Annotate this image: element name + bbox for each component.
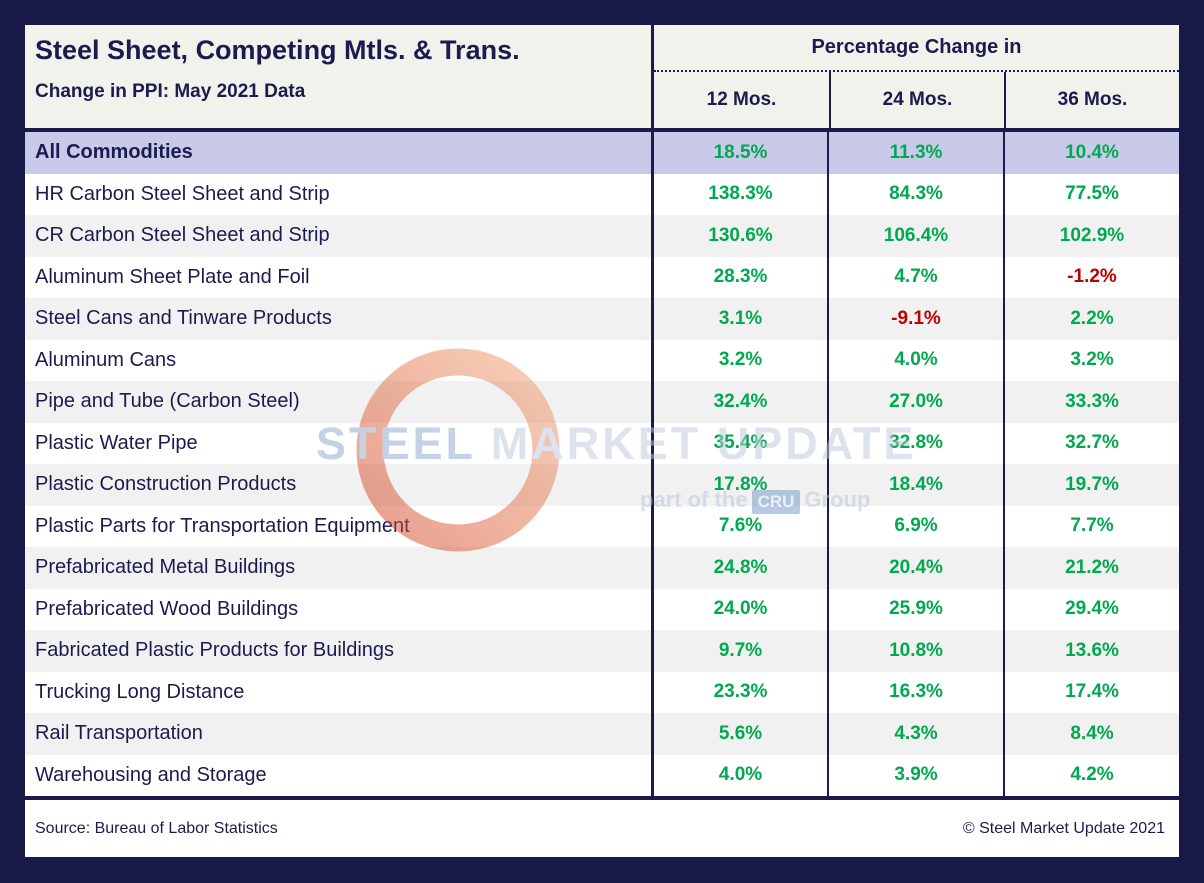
row-label: HR Carbon Steel Sheet and Strip [35,182,330,205]
row-label: Steel Cans and Tinware Products [35,307,332,330]
row-value: 13.6% [1003,630,1179,672]
row-value: 17.8% [651,464,827,506]
row-value: -1.2% [1003,256,1179,298]
percentage-header-region: Percentage Change in 12 Mos. 24 Mos. 36 … [651,25,1179,128]
table-row: Warehousing and Storage 4.0% 3.9% 4.2% [25,754,1179,796]
row-value: 3.9% [827,754,1003,796]
copyright-note: © Steel Market Update 2021 [962,819,1165,837]
row-label: Fabricated Plastic Products for Building… [35,639,395,662]
row-value: 19.7% [1003,464,1179,506]
column-header-24mos: 24 Mos. [829,72,1004,128]
row-label: Plastic Water Pipe [35,431,198,454]
row-value: 32.4% [651,381,827,423]
table-subtitle: Change in PPI: May 2021 Data [35,81,306,102]
row-value: 18.4% [827,464,1003,506]
row-value: 24.8% [651,547,827,589]
table-row: Aluminum Sheet Plate and Foil 28.3% 4.7% -1… [25,256,1179,298]
row-value: 23.3% [651,671,827,713]
row-value: 3.2% [651,339,827,381]
row-value: 4.0% [827,339,1003,381]
row-label: Pipe and Tube (Carbon Steel) [35,390,300,413]
row-value: 4.3% [827,713,1003,755]
table-body: All Commodities 18.5% 11.3% 10.4% HR Carbon … [25,132,1179,800]
table-row: Fabricated Plastic Products for Building… [25,630,1179,672]
row-label: Plastic Construction Products [35,473,297,496]
row-value: 17.4% [1003,671,1179,713]
row-value: -9.1% [827,298,1003,340]
table-row: Prefabricated Wood Buildings 24.0% 25.9% 29… [25,588,1179,630]
column-headers: 12 Mos. 24 Mos. 36 Mos. [654,72,1179,128]
row-value: 11.3% [827,132,1003,174]
table-row: Plastic Construction Products 17.8% 18.4% 1… [25,464,1179,506]
row-value: 16.3% [827,671,1003,713]
table-row: Aluminum Cans 3.2% 4.0% 3.2% [25,339,1179,381]
row-label: CR Carbon Steel Sheet and Strip [35,224,330,247]
row-value: 4.7% [827,256,1003,298]
row-label: Aluminum Sheet Plate and Foil [35,265,310,288]
row-value: 4.0% [651,754,827,796]
row-value: 33.3% [1003,381,1179,423]
row-value: 20.4% [827,547,1003,589]
table-row: Rail Transportation 5.6% 4.3% 8.4% [25,713,1179,755]
row-value: 7.6% [651,505,827,547]
row-value: 27.0% [827,381,1003,423]
row-value: 7.7% [1003,505,1179,547]
row-value: 102.9% [1003,215,1179,257]
source-note: Source: Bureau of Labor Statistics [35,819,278,837]
column-header-12mos: 12 Mos. [706,89,777,110]
row-value: 3.2% [1003,339,1179,381]
table-row: Trucking Long Distance 23.3% 16.3% 17.4% [25,671,1179,713]
row-value: 130.6% [651,215,827,257]
table-footer: Source: Bureau of Labor Statistics © Ste… [25,800,1179,857]
row-value: 106.4% [827,215,1003,257]
table-row: Plastic Parts for Transportation Equipme… [25,505,1179,547]
row-value: 21.2% [1003,547,1179,589]
row-value: 32.8% [827,422,1003,464]
title-cell: Steel Sheet, Competing Mtls. & Trans. Ch… [25,25,651,128]
table-title: Steel Sheet, Competing Mtls. & Trans. [35,35,520,65]
row-value: 25.9% [827,588,1003,630]
row-label: Prefabricated Metal Buildings [35,556,296,579]
table-row: Steel Cans and Tinware Products 3.1% -9.1%… [25,298,1179,340]
row-label: Prefabricated Wood Buildings [35,597,299,620]
table-row: Prefabricated Metal Buildings 24.8% 20.4% 2… [25,547,1179,589]
row-value: 24.0% [651,588,827,630]
table-row: Plastic Water Pipe 35.4% 32.8% 32.7% [25,422,1179,464]
table-header: Steel Sheet, Competing Mtls. & Trans. Ch… [25,25,1179,132]
group-header: Percentage Change in [654,25,1179,72]
row-value: 29.4% [1003,588,1179,630]
row-value: 5.6% [651,713,827,755]
row-value: 35.4% [651,422,827,464]
row-value: 4.2% [1003,754,1179,796]
row-value: 9.7% [651,630,827,672]
row-value: 28.3% [651,256,827,298]
row-value: 138.3% [651,173,827,215]
row-value: 8.4% [1003,713,1179,755]
row-value: 6.9% [827,505,1003,547]
row-value: 84.3% [827,173,1003,215]
row-value: 77.5% [1003,173,1179,215]
row-value: 10.8% [827,630,1003,672]
table-row: HR Carbon Steel Sheet and Strip 138.3% 84.… [25,173,1179,215]
row-label: Trucking Long Distance [35,680,245,703]
row-value: 32.7% [1003,422,1179,464]
row-label: All Commodities [35,141,193,164]
table-row: All Commodities 18.5% 11.3% 10.4% [25,132,1179,174]
row-label: Plastic Parts for Transportation Equipme… [35,514,410,537]
table-row: Pipe and Tube (Carbon Steel) 32.4% 27.0% 33… [25,381,1179,423]
column-header-36mos: 36 Mos. [1004,72,1179,128]
ppi-table-frame: Steel Sheet, Competing Mtls. & Trans. Ch… [25,25,1179,857]
row-label: Rail Transportation [35,722,203,745]
row-label: Aluminum Cans [35,348,177,371]
row-value: 10.4% [1003,132,1179,174]
table-row: CR Carbon Steel Sheet and Strip 130.6% 106… [25,215,1179,257]
row-value: 18.5% [651,132,827,174]
row-label: Warehousing and Storage [35,763,267,786]
row-value: 2.2% [1003,298,1179,340]
row-value: 3.1% [651,298,827,340]
